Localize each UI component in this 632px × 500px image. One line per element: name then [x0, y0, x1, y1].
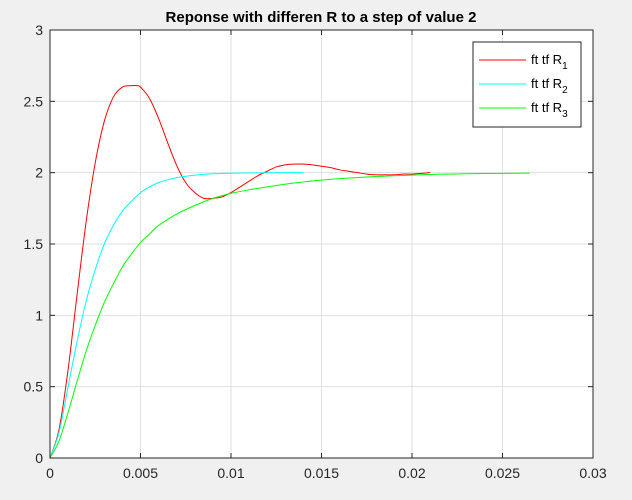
- y-tick-label: 1.5: [24, 236, 44, 252]
- series-group: [49, 84, 530, 459]
- chart-title: Reponse with differen R to a step of val…: [166, 9, 477, 26]
- y-tick-label: 0.5: [24, 379, 44, 395]
- series-line-r2: [49, 172, 304, 459]
- x-tick-label: 0.01: [217, 465, 244, 481]
- ticks: 0 0.005 0.01 0.015 0.02 0.025 0.03 0 0.5 1 1.5 2 2.5…: [24, 22, 607, 481]
- y-tick-label: 2: [35, 165, 43, 181]
- y-tick-label: 0: [35, 450, 43, 466]
- y-tick-label: 1: [35, 307, 43, 323]
- y-tick-label: 2.5: [24, 93, 44, 109]
- x-tick-label: 0.025: [485, 465, 520, 481]
- x-tick-label: 0.02: [398, 465, 425, 481]
- series-line-r1: [49, 84, 431, 459]
- x-tick-label: 0.015: [304, 465, 339, 481]
- y-tick-label: 3: [35, 22, 43, 38]
- series-line-r3: [49, 172, 530, 459]
- x-tick-label: 0.005: [123, 465, 158, 481]
- x-tick-label: 0.03: [579, 465, 606, 481]
- x-tick-label: 0: [46, 465, 54, 481]
